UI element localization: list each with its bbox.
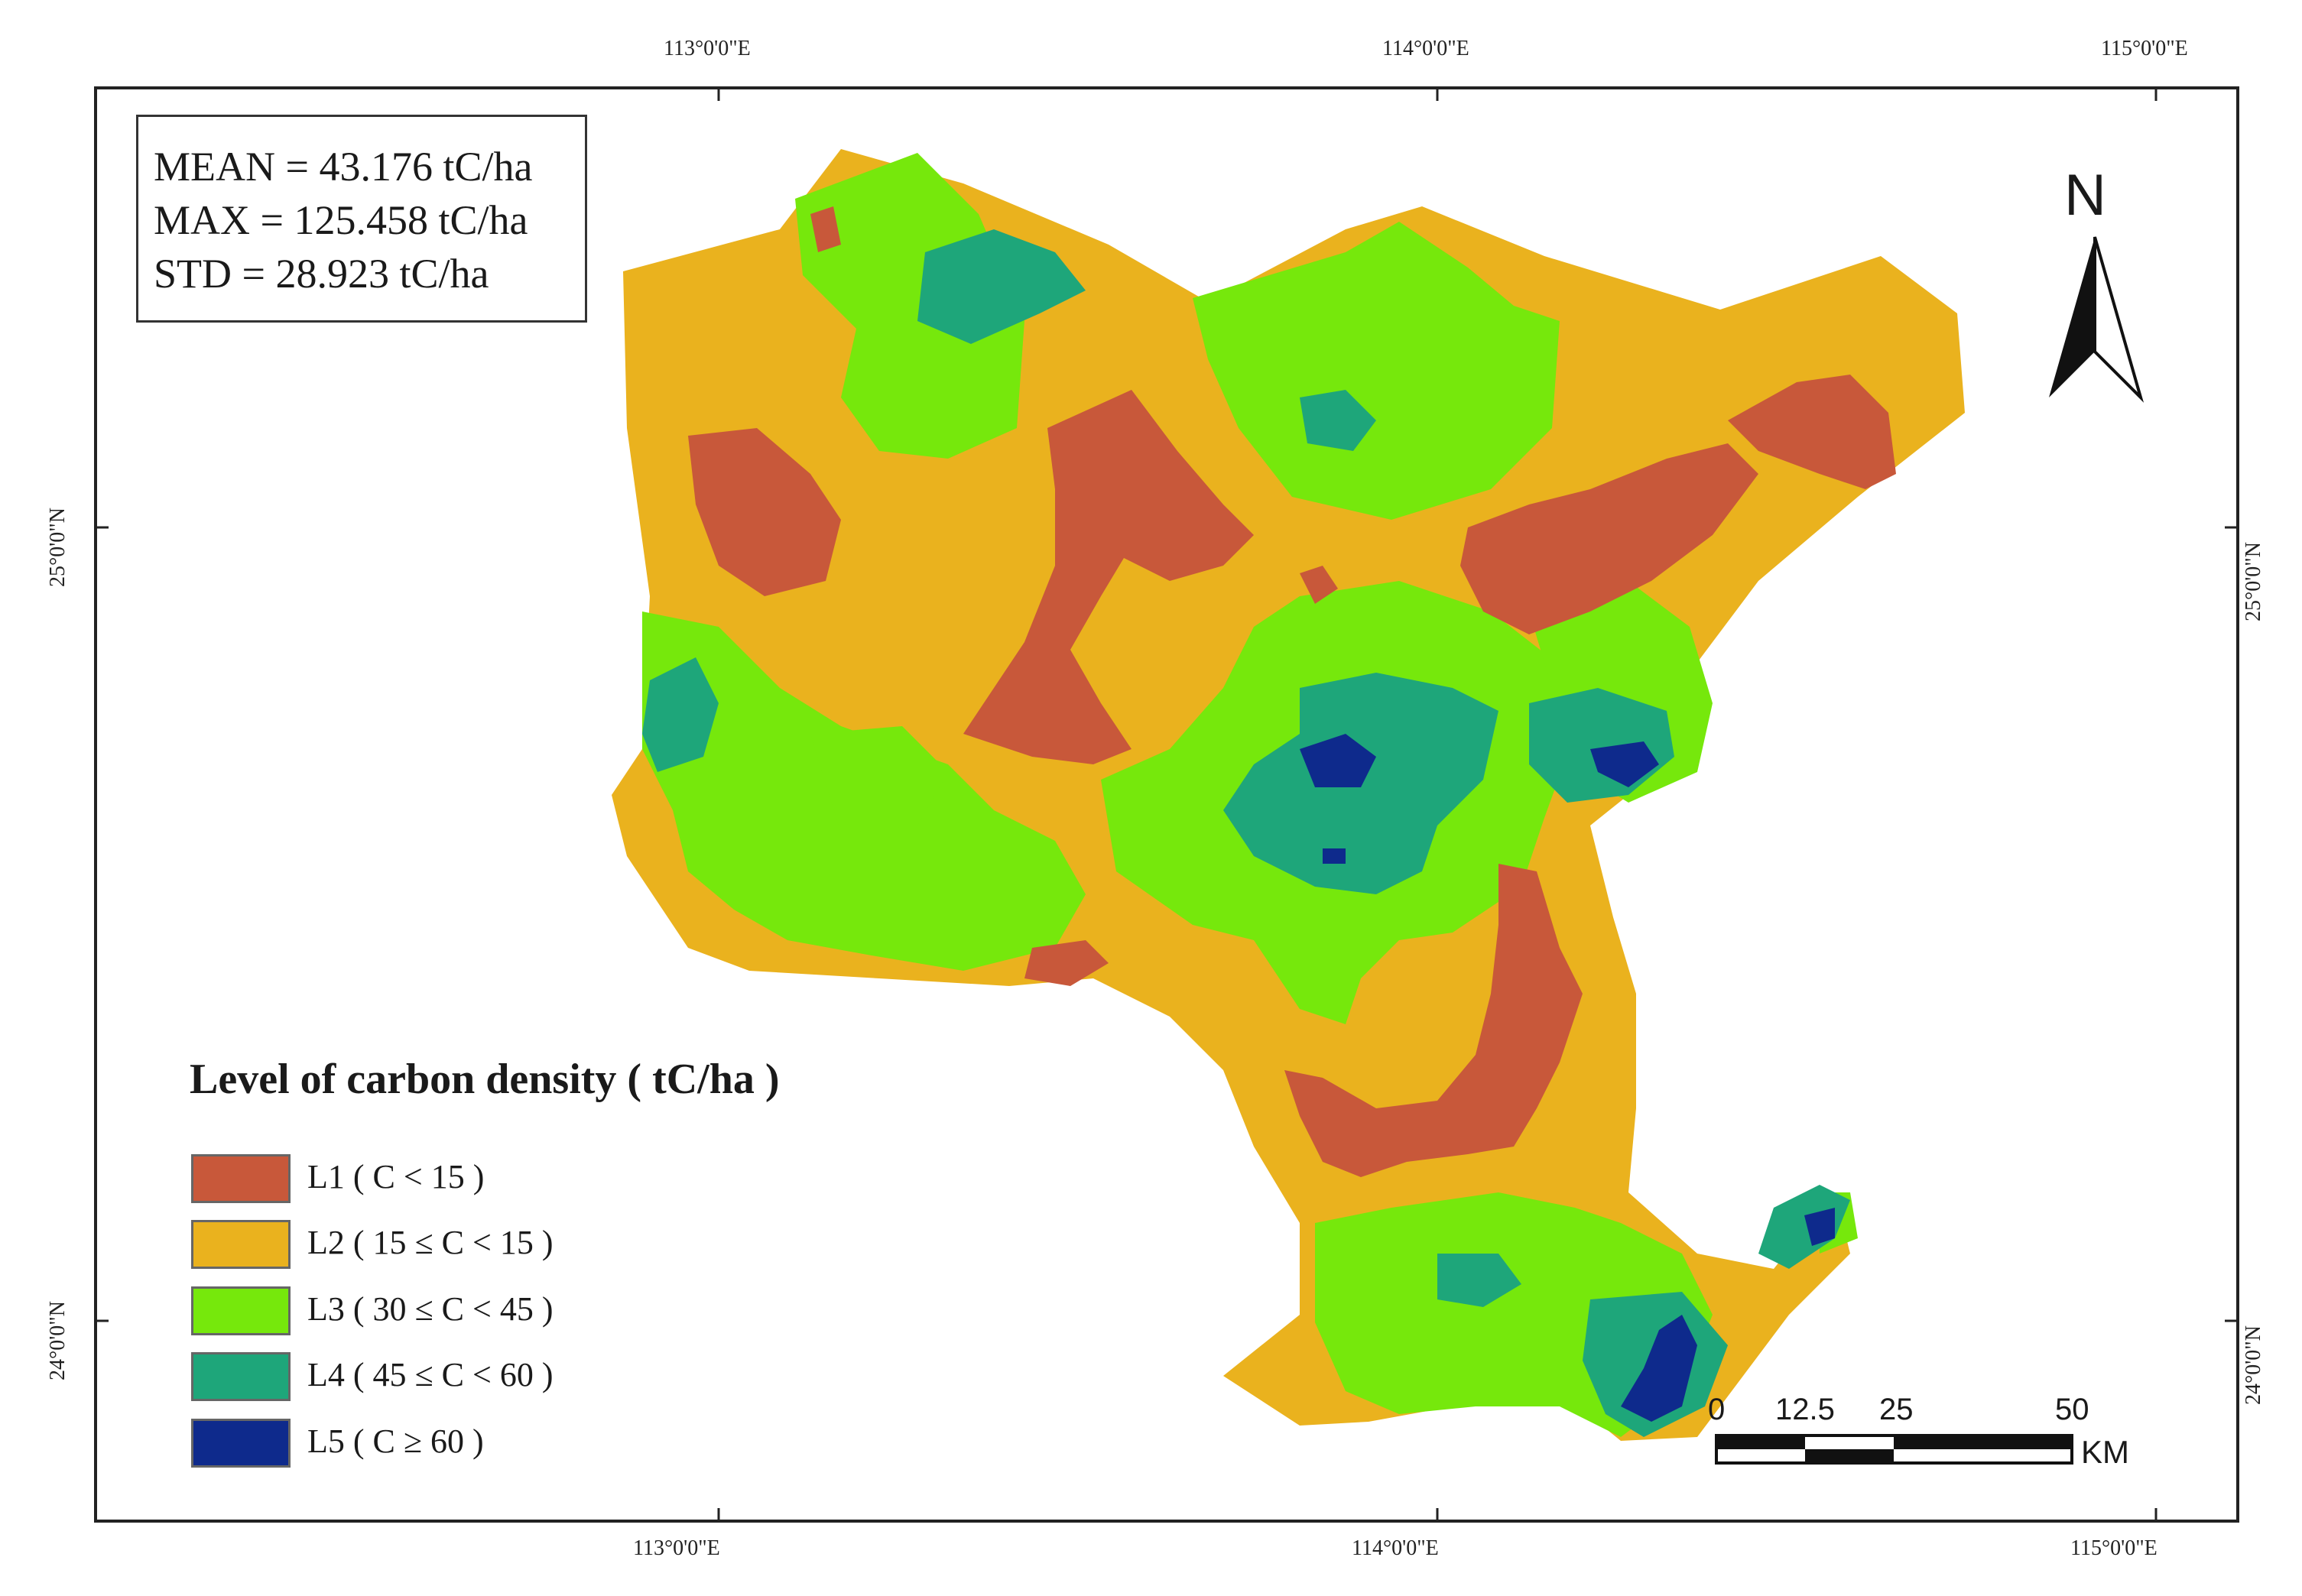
map-frame — [94, 86, 2239, 1523]
statistics-box: MEAN = 43.176 tC/ha MAX = 125.458 tC/ha … — [136, 115, 587, 323]
legend-swatch-l4 — [191, 1352, 291, 1401]
graticule-ticks — [96, 88, 2238, 1521]
scale-bar — [1715, 1434, 2073, 1465]
north-arrow-icon — [2049, 236, 2145, 403]
bottom-coord-114: 114°0'0"E — [1352, 1536, 1439, 1560]
legend-label-l4: L4 ( 45 ≤ C < 60 ) — [307, 1356, 554, 1393]
scale-tick-25: 25 — [1879, 1393, 1914, 1426]
zones-l5 — [1300, 734, 1835, 1422]
legend-swatch-l1 — [191, 1154, 291, 1203]
stat-mean: MEAN = 43.176 tC/ha — [154, 144, 533, 190]
right-coord-25: 25°0'0"N — [2241, 542, 2265, 621]
stat-max: MAX = 125.458 tC/ha — [154, 197, 528, 243]
scale-unit: KM — [2081, 1434, 2129, 1470]
legend-swatch-l5 — [191, 1419, 291, 1468]
legend-swatch-l2 — [191, 1220, 291, 1269]
north-label: N — [2064, 163, 2106, 228]
zones-l1 — [688, 206, 1896, 1177]
top-coord-115: 115°0'0"E — [2101, 37, 2188, 60]
scale-tick-12-5: 12.5 — [1775, 1393, 1835, 1426]
right-coord-24: 24°0'0"N — [2241, 1325, 2265, 1405]
left-coord-24: 24°0'0"N — [45, 1301, 70, 1380]
top-coord-114: 114°0'0"E — [1382, 37, 1469, 60]
legend-swatch-l3 — [191, 1286, 291, 1335]
scale-tick-50: 50 — [2055, 1393, 2089, 1426]
stat-std: STD = 28.923 tC/ha — [154, 251, 489, 297]
legend-label-l2: L2 ( 15 ≤ C < 15 ) — [307, 1224, 554, 1261]
top-coord-113: 113°0'0"E — [664, 37, 751, 60]
legend-label-l5: L5 ( C ≥ 60 ) — [307, 1422, 484, 1460]
bottom-coord-115: 115°0'0"E — [2070, 1536, 2158, 1560]
left-coord-25: 25°0'0"N — [45, 508, 70, 587]
legend-title: Level of carbon density ( tC/ha ) — [190, 1056, 780, 1103]
legend-label-l1: L1 ( C < 15 ) — [307, 1158, 485, 1195]
legend-label-l3: L3 ( 30 ≤ C < 45 ) — [307, 1290, 554, 1328]
bottom-coord-113: 113°0'0"E — [633, 1536, 720, 1560]
scale-tick-0: 0 — [1708, 1393, 1726, 1426]
